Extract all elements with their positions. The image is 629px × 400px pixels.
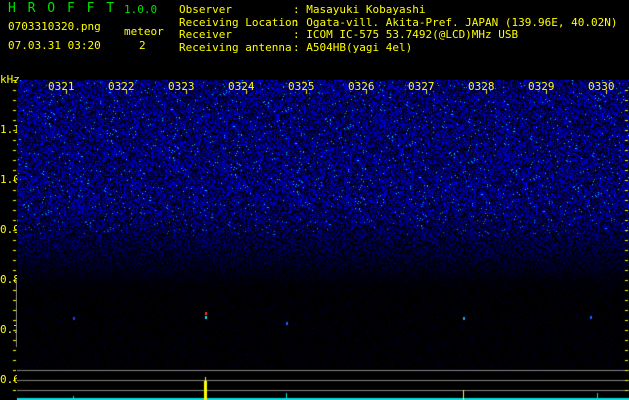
meteor-label: meteor: [124, 25, 164, 38]
info-value: : Masayuki Kobayashi: [293, 3, 426, 16]
app-title: H R O F F T: [8, 1, 117, 16]
x-tick-label: 0330: [588, 80, 615, 93]
x-tick-label: 0321: [48, 80, 75, 93]
x-tick-label: 0328: [468, 80, 495, 93]
x-tick-label: 0323: [168, 80, 195, 93]
x-tick-label: 0322: [108, 80, 135, 93]
app-version: 1.0.0: [124, 3, 158, 16]
x-tick-label: 0324: [228, 80, 255, 93]
info-label: Receiving Location: [179, 15, 299, 29]
file-name: 0703310320.png: [8, 20, 101, 33]
meteor-count: 2: [139, 39, 146, 52]
x-tick-label: 0327: [408, 80, 435, 93]
info-label: Observer: [179, 3, 232, 16]
info-value: : ICOM IC-575 53.7492(@LCD)MHz USB: [293, 28, 519, 41]
y-axis-ticks: [0, 80, 17, 400]
x-tick-label: 0325: [288, 80, 315, 93]
info-label: Receiving antenna: [179, 40, 292, 54]
info-value: : Ogata-vill. Akita-Pref. JAPAN (139.96E…: [293, 15, 618, 29]
x-tick-label: 0329: [528, 80, 555, 93]
spectrogram-waterfall: [17, 80, 629, 400]
capture-datetime: 07.03.31 03:20: [8, 39, 101, 52]
x-tick-label: 0326: [348, 80, 375, 93]
info-label: Receiver: [179, 28, 232, 41]
y-axis-unit: kHz: [0, 74, 20, 85]
info-value: : A504HB(yagi 4el): [293, 40, 413, 54]
